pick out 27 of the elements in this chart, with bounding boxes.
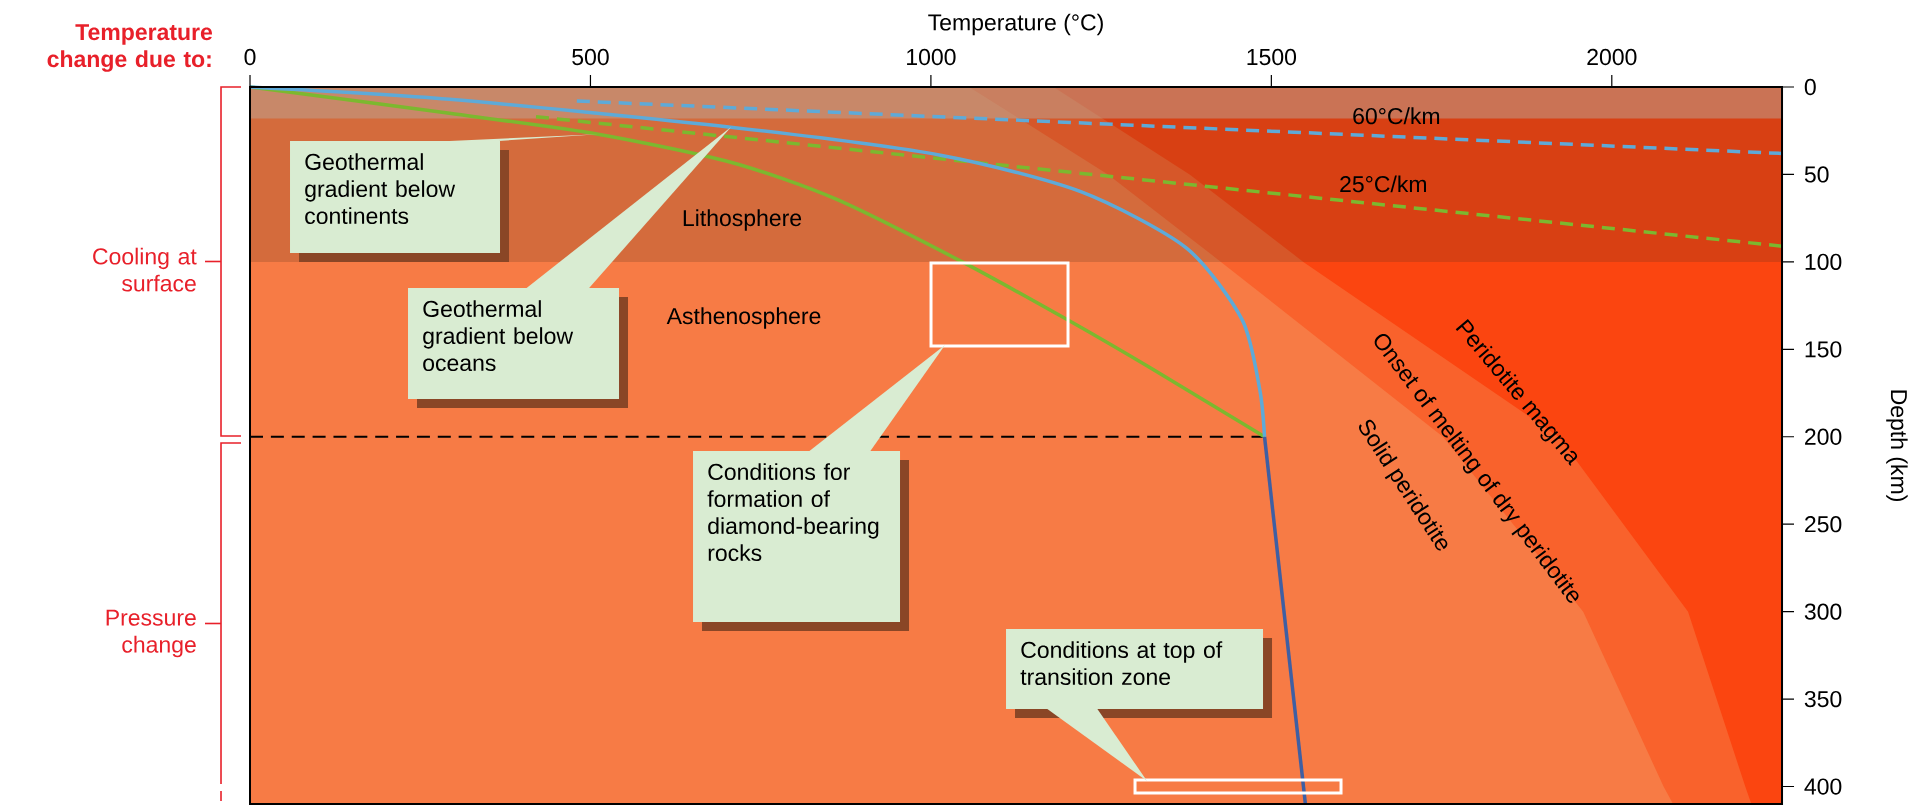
- y-tick-label: 100: [1805, 253, 1842, 271]
- annotation: Asthenosphere: [666, 307, 821, 329]
- y-tick-label: 300: [1804, 603, 1842, 620]
- x-axis-title: Temperature (°C): [928, 13, 1103, 36]
- band-label: Lithosphere: [683, 209, 802, 231]
- annotation: Geothermal gradient below continents: [305, 153, 456, 225]
- y-tick-label: 150: [1805, 341, 1842, 358]
- x-tick-label: 2000: [1587, 48, 1637, 66]
- y-tick-label: 400: [1804, 778, 1842, 795]
- y-tick-label: 350: [1804, 690, 1842, 708]
- x-tick-label: 0: [244, 48, 256, 66]
- annotation: Conditions for formation of diamond-bearing rocks: [707, 463, 879, 562]
- text: Cooling at surface: [93, 247, 197, 292]
- series-label: 60°C/km: [1353, 107, 1440, 125]
- y-tick-label: 50: [1804, 166, 1829, 183]
- text: Temperature change due to:: [47, 24, 213, 72]
- y-tick-label: 250: [1805, 516, 1842, 533]
- x-tick-label: 1500: [1247, 48, 1297, 66]
- annotation: Conditions at top of transition zone: [1020, 641, 1223, 686]
- x-tick-label: 500: [572, 48, 609, 66]
- y-tick-label: 200: [1805, 428, 1842, 445]
- series-label: 25°C/km: [1340, 175, 1426, 193]
- y-axis-title: Depth (km): [1886, 390, 1908, 501]
- x-tick-label: 1000: [907, 48, 956, 66]
- text: Pressure change: [106, 609, 196, 658]
- annotation: Geothermal gradient below oceans: [423, 300, 574, 372]
- y-tick-label: 0: [1804, 78, 1816, 96]
